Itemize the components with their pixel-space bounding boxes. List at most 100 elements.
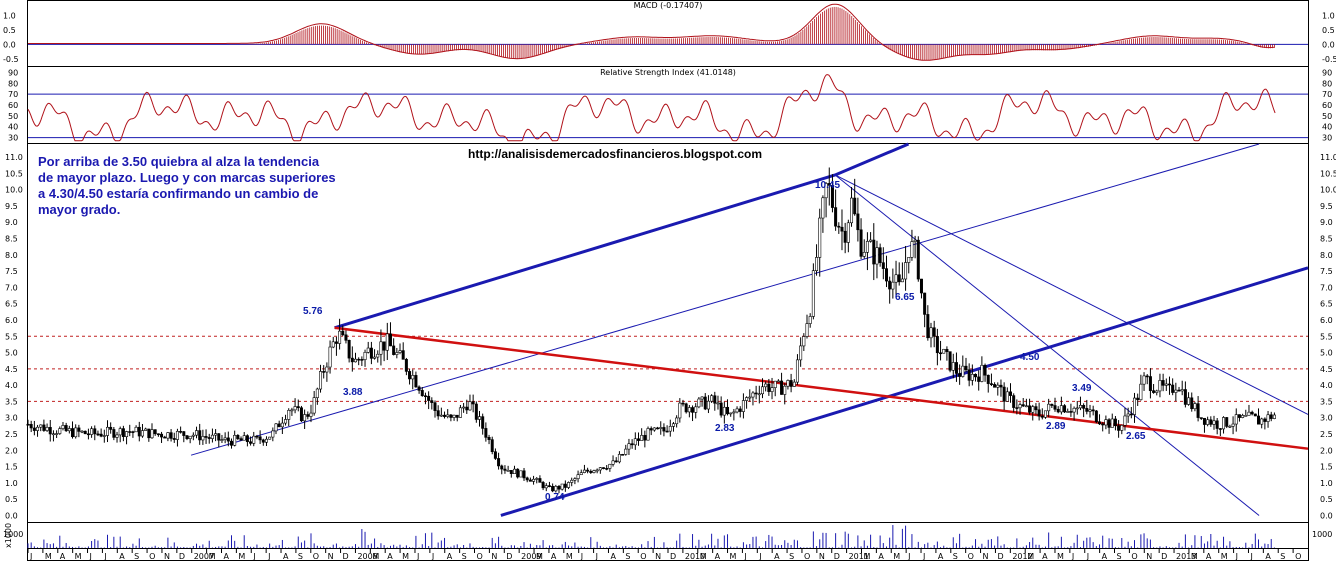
channel-lower-line [500, 266, 1309, 517]
price-candle-body [557, 486, 561, 490]
price-candle-body [373, 356, 377, 359]
price-candle-body [296, 406, 300, 409]
price-candle-body [824, 183, 828, 199]
price-candle-body [385, 333, 389, 351]
price-candle-body [945, 348, 949, 352]
price-candle-body [172, 438, 176, 440]
x-axis-label: J [267, 552, 270, 561]
price-candle-body [884, 268, 888, 282]
price-candle-body [379, 341, 383, 355]
annotation-high-2007: 5.76 [303, 306, 323, 317]
price-candle-body [1158, 380, 1162, 392]
x-axis-label: A [715, 552, 721, 561]
x-axis-label: J [907, 552, 910, 561]
x-axis-label: J [1249, 552, 1252, 561]
price-candle-body [83, 430, 87, 435]
price-candle-body [621, 454, 625, 456]
price-candle-body [1117, 425, 1121, 431]
price-candle-body [684, 403, 688, 413]
price-candle-body [805, 323, 809, 337]
price-candle-body [401, 350, 405, 360]
price-candle-body [1206, 419, 1210, 425]
price-tick-right: 9.5 [1320, 202, 1333, 211]
price-tick-right: 6.0 [1320, 316, 1333, 325]
price-candle-body [1139, 383, 1143, 401]
price-candle-body [48, 427, 52, 435]
price-tick-right: 2.0 [1320, 446, 1333, 455]
price-candle-body [1193, 403, 1197, 410]
price-candle-body [191, 434, 195, 437]
price-candle-body [678, 402, 682, 419]
price-candle-body [1088, 409, 1092, 412]
price-candle-body [1253, 413, 1257, 417]
x-axis-label: J [580, 552, 583, 561]
annotation-low-2009: 0.74 [545, 492, 565, 503]
price-candle-body [449, 414, 453, 418]
x-axis-label: J [103, 552, 106, 561]
x-axis-label: D [179, 552, 185, 561]
price-candle-body [919, 278, 923, 294]
price-candle-body [999, 384, 1003, 388]
downtrend-thin-line-b [834, 174, 1260, 516]
x-axis-label: M [730, 552, 737, 561]
price-candle-body [525, 477, 529, 481]
macd-tick-right: -0.5 [1322, 55, 1336, 64]
price-candle-body [932, 327, 936, 337]
price-candle-body [1021, 404, 1025, 407]
price-tick-right: 3.0 [1320, 414, 1333, 423]
price-candle-body [258, 436, 262, 441]
price-candle-body [430, 400, 434, 403]
price-candle-body [1091, 409, 1095, 412]
price-tick-left: 11.0 [5, 153, 23, 162]
price-candle-body [315, 388, 319, 398]
price-candle-body [535, 478, 539, 480]
rsi-tick-right: 50 [1322, 112, 1332, 121]
price-candle-body [741, 400, 745, 412]
price-candle-body [452, 414, 456, 418]
price-candle-body [115, 434, 119, 438]
price-candle-body [153, 429, 157, 435]
price-candle-body [1215, 420, 1219, 429]
price-candle-body [500, 465, 504, 470]
price-candle-body [242, 435, 246, 441]
rsi-tick-right: 40 [1322, 123, 1332, 132]
price-candle-body [544, 485, 548, 489]
price-candle-body [532, 478, 536, 482]
price-candle-body [58, 428, 62, 434]
price-tick-left: 10.5 [5, 169, 23, 178]
price-candle-body [522, 470, 526, 479]
price-candle-body [1161, 380, 1165, 386]
x-axis-label: S [789, 552, 794, 561]
price-candle-body [223, 437, 227, 440]
price-candle-body [299, 407, 303, 422]
price-candle-body [869, 239, 873, 242]
rsi-line [27, 74, 1276, 142]
price-candle-body [636, 438, 640, 441]
price-candle-body [423, 395, 427, 398]
price-candle-body [105, 426, 109, 436]
price-candle-body [1024, 405, 1028, 408]
price-candle-body [163, 436, 167, 439]
price-candle-body [303, 414, 307, 422]
x-axis-label: O [313, 552, 319, 561]
price-candle-body [195, 430, 199, 436]
price-candle-body [369, 347, 373, 359]
price-candle-body [182, 431, 186, 436]
price-candle-body [1028, 405, 1032, 413]
price-candle-body [32, 427, 36, 431]
price-tick-left: 7.5 [5, 267, 18, 276]
price-tick-left: 6.5 [5, 300, 18, 309]
price-candle-body [118, 428, 122, 436]
price-candle-body [1190, 397, 1194, 410]
x-axis-label: A [387, 552, 393, 561]
x-axis-label: N [328, 552, 334, 561]
price-candle-body [268, 436, 272, 440]
price-candle-body [980, 364, 984, 382]
x-axis-label: M [45, 552, 52, 561]
price-candle-body [478, 416, 482, 420]
price-tick-right: 3.5 [1320, 397, 1333, 406]
price-candle-body [1078, 405, 1082, 409]
price-candle-body [147, 428, 151, 439]
x-axis-label: A [1265, 552, 1271, 561]
